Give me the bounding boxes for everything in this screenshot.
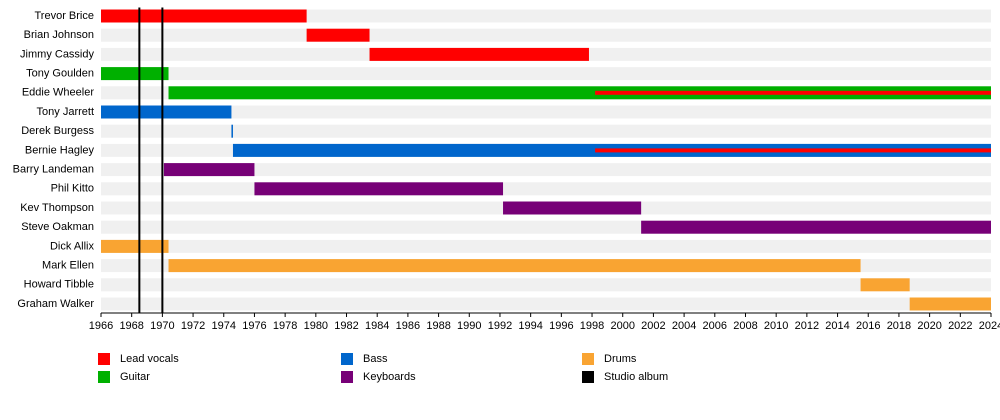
- x-tick-label: 2010: [764, 320, 788, 332]
- member-bar: [860, 278, 910, 292]
- member-name: Tony Jarrett: [37, 106, 94, 118]
- row-background: [101, 124, 991, 138]
- x-tick-label: 1978: [273, 320, 297, 332]
- member-bar: [101, 9, 307, 23]
- member-bar: [254, 182, 504, 196]
- member-bar: [101, 105, 232, 119]
- legend-swatch: [582, 353, 594, 365]
- member-name: Barry Landeman: [13, 164, 94, 176]
- x-tick-label: 1980: [304, 320, 328, 332]
- member-name: Tony Goulden: [26, 68, 94, 80]
- member-name: Mark Ellen: [42, 260, 94, 272]
- legend-label: Bass: [363, 353, 388, 365]
- legend-label: Guitar: [120, 371, 150, 383]
- member-name: Trevor Brice: [35, 10, 95, 22]
- legend-swatch: [98, 353, 110, 365]
- legend-label: Lead vocals: [120, 353, 179, 365]
- legend-swatch: [582, 371, 594, 383]
- row-background: [101, 67, 991, 81]
- member-name: Graham Walker: [17, 298, 94, 310]
- legend-label: Keyboards: [363, 371, 416, 383]
- x-tick-label: 2002: [641, 320, 665, 332]
- x-tick-label: 2018: [887, 320, 911, 332]
- legend-label: Studio album: [604, 371, 668, 383]
- x-tick-label: 1982: [334, 320, 358, 332]
- row-background: [101, 278, 991, 292]
- x-tick-label: 2006: [703, 320, 727, 332]
- member-name: Derek Burgess: [21, 125, 94, 137]
- member-name: Eddie Wheeler: [22, 87, 94, 99]
- member-bar: [909, 297, 991, 311]
- member-bar: [503, 201, 642, 215]
- row-background: [101, 163, 991, 177]
- member-name: Jimmy Cassidy: [20, 48, 94, 60]
- x-tick-label: 2000: [610, 320, 634, 332]
- member-bar: [163, 163, 255, 177]
- x-tick-label: 2014: [825, 320, 849, 332]
- row-background: [101, 239, 991, 253]
- x-tick-label: 1986: [396, 320, 420, 332]
- member-name: Brian Johnson: [24, 29, 94, 41]
- member-bar: [306, 28, 370, 42]
- member-bar: [641, 220, 991, 234]
- member-name: Kev Thompson: [20, 202, 94, 214]
- x-tick-label: 1990: [457, 320, 481, 332]
- x-tick-label: 2004: [672, 320, 696, 332]
- x-tick-label: 2016: [856, 320, 880, 332]
- member-bar: [168, 86, 992, 100]
- legend-label: Drums: [604, 353, 637, 365]
- x-tick-label: 1976: [242, 320, 266, 332]
- member-name: Bernie Hagley: [25, 144, 95, 156]
- row-background: [101, 297, 991, 311]
- legend-swatch: [341, 353, 353, 365]
- x-tick-label: 2022: [948, 320, 972, 332]
- x-tick-label: 2020: [917, 320, 941, 332]
- member-name: Steve Oakman: [21, 221, 94, 233]
- member-bar: [101, 67, 169, 81]
- member-bar: [168, 259, 861, 273]
- x-tick-label: 2008: [733, 320, 757, 332]
- member-name: Dick Allix: [50, 240, 95, 252]
- x-tick-label: 2012: [795, 320, 819, 332]
- row-background: [101, 9, 991, 23]
- member-bar: [101, 239, 169, 253]
- row-background: [101, 182, 991, 196]
- x-tick-label: 1994: [518, 320, 542, 332]
- row-background: [101, 28, 991, 42]
- x-tick-label: 1988: [426, 320, 450, 332]
- member-name: Phil Kitto: [51, 183, 94, 195]
- legend-swatch: [341, 371, 353, 383]
- x-tick-label: 1984: [365, 320, 389, 332]
- member-bar: [595, 148, 991, 153]
- x-tick-label: 1992: [488, 320, 512, 332]
- x-tick-label: 1998: [580, 320, 604, 332]
- legend-swatch: [98, 371, 110, 383]
- x-tick-label: 2024: [979, 320, 1000, 332]
- x-tick-label: 1974: [212, 320, 236, 332]
- row-background: [101, 105, 991, 119]
- x-tick-label: 1966: [89, 320, 113, 332]
- member-bar: [231, 124, 233, 138]
- member-bar: [369, 47, 589, 61]
- x-tick-label: 1972: [181, 320, 205, 332]
- x-tick-label: 1970: [150, 320, 174, 332]
- x-tick-label: 1996: [549, 320, 573, 332]
- x-tick-label: 1968: [119, 320, 143, 332]
- member-name: Howard Tibble: [24, 279, 94, 291]
- member-bar: [595, 90, 991, 95]
